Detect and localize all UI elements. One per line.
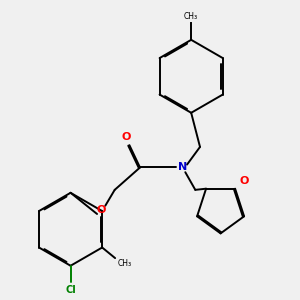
Text: CH₃: CH₃ (184, 12, 198, 21)
Text: Cl: Cl (65, 285, 76, 295)
Text: CH₃: CH₃ (118, 259, 132, 268)
Text: N: N (178, 163, 187, 172)
Text: O: O (121, 132, 130, 142)
Text: O: O (97, 205, 106, 215)
Text: O: O (240, 176, 249, 186)
